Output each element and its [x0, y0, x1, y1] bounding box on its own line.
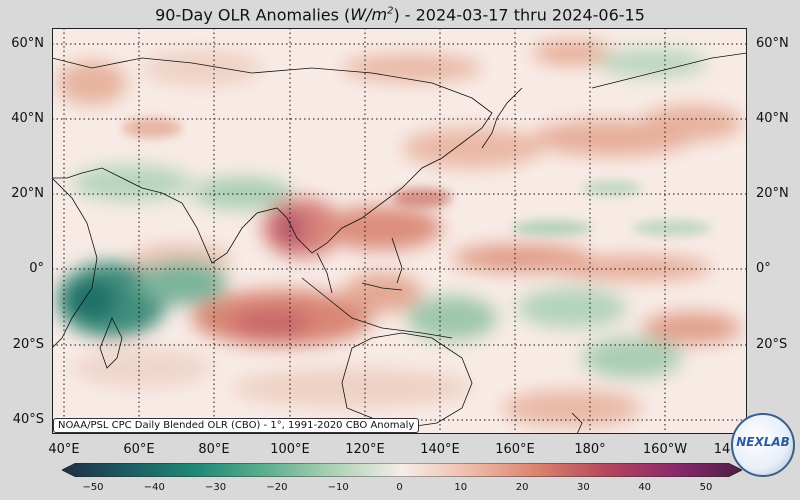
lat-label-left: 20°S [12, 337, 44, 352]
lon-label: 40°E [48, 442, 80, 457]
colorbar-tick-label: −50 [82, 482, 104, 493]
lon-label: 100°E [270, 442, 310, 457]
colorbar [61, 462, 743, 478]
lon-label: 80°E [198, 442, 230, 457]
colorbar-fill [61, 462, 743, 478]
colorbar-tick-label: −40 [143, 482, 165, 493]
colorbar-tick-label: 0 [396, 482, 403, 493]
colorbar-tick-label: 10 [454, 482, 468, 493]
nexlab-logo: NEXLAB [731, 413, 795, 477]
colorbar-tick-label: 50 [699, 482, 713, 493]
lon-label: 180° [574, 442, 606, 457]
colorbar-tick-label: −30 [205, 482, 227, 493]
lat-label-right: 40°N [756, 111, 789, 126]
colorbar-tick-label: 40 [638, 482, 652, 493]
anomaly-detail [122, 118, 712, 236]
lon-label: 140°E [420, 442, 460, 457]
chart-title: 90-Day OLR Anomalies (W/m2) - 2024-03-17… [155, 5, 645, 25]
map-frame [52, 28, 747, 434]
coastlines [52, 52, 747, 434]
lon-label: 14 [713, 442, 731, 457]
lat-label-right: 0° [756, 261, 771, 276]
lat-label-right: 20°S [756, 337, 788, 352]
lon-label: 60°E [123, 442, 155, 457]
lat-label-left: 60°N [11, 36, 44, 51]
lat-label-left: 20°N [11, 186, 44, 201]
lat-label-left: 40°N [11, 111, 44, 126]
colorbar-tick-label: −20 [266, 482, 288, 493]
lat-label-right: 20°N [756, 186, 789, 201]
lon-label: 120°E [345, 442, 385, 457]
olr-anomaly-map [52, 28, 747, 434]
lat-label-right: 60°N [756, 36, 789, 51]
colorbar-tick-label: −10 [327, 482, 349, 493]
lat-label-left: 40°S [12, 412, 44, 427]
lat-label-left: 0° [29, 261, 44, 276]
colorbar-tick-label: 30 [577, 482, 590, 493]
data-source-credit: NOAA/PSL CPC Daily Blended OLR (CBO) - 1… [53, 418, 420, 433]
lon-label: 160°E [495, 442, 535, 457]
colorbar-tick-label: 20 [515, 482, 529, 493]
lon-label: 160°W [642, 442, 688, 457]
